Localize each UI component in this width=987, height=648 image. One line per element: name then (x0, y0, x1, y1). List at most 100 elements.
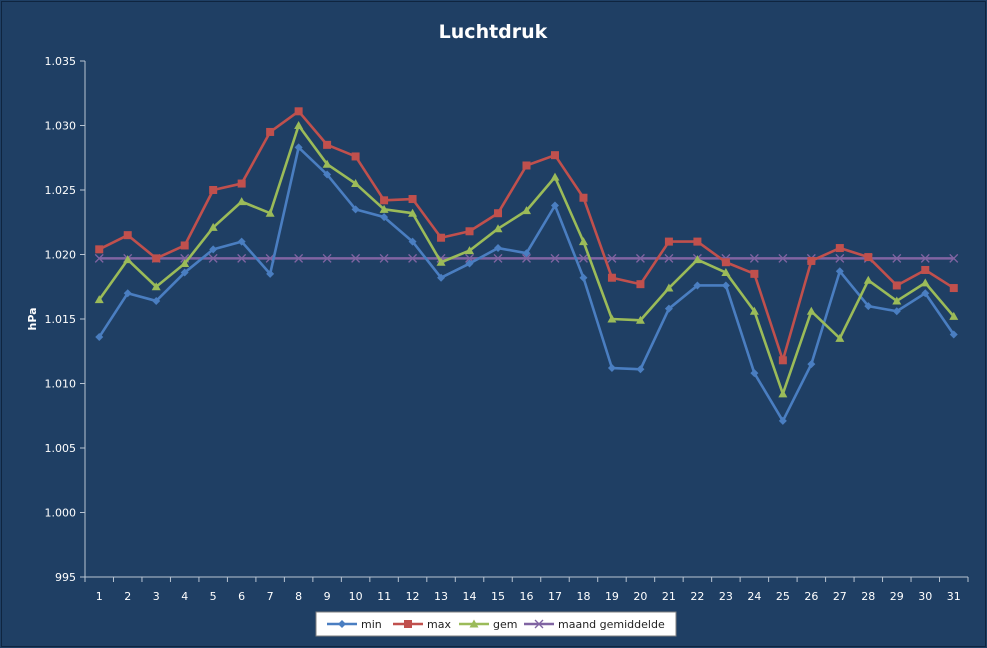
data-point-gem (892, 296, 902, 305)
data-point-gem (94, 295, 104, 304)
data-point-min (636, 365, 645, 374)
x-marker-stroke (749, 253, 759, 263)
data-point-min (750, 369, 759, 378)
data-point-max (465, 227, 474, 236)
data-point-maand-gemiddelde (920, 253, 930, 263)
y-tick-label: 1.035 (45, 55, 77, 68)
y-tick-label: 1.010 (45, 378, 77, 391)
data-point-min (778, 416, 787, 425)
x-marker-stroke (949, 253, 959, 263)
x-marker-stroke (550, 253, 560, 263)
x-tick-label: 5 (210, 590, 217, 603)
x-tick-label: 19 (605, 590, 619, 603)
data-point-maand-gemiddelde (892, 253, 902, 263)
data-point-max (152, 254, 161, 263)
data-point-maand-gemiddelde (237, 253, 247, 263)
data-point-gem (664, 283, 674, 292)
data-point-gem (835, 333, 845, 342)
x-marker-stroke (522, 253, 531, 263)
legend-label-maand-gemiddelde: maand gemiddelde (558, 618, 665, 631)
x-marker-stroke (778, 253, 788, 263)
data-point-gem (721, 268, 731, 277)
data-point-min (921, 289, 930, 298)
data-point-max (180, 241, 189, 250)
x-marker-stroke (94, 253, 104, 263)
data-point-min (522, 249, 531, 258)
x-marker-stroke (493, 253, 503, 263)
data-point-min (664, 304, 673, 313)
data-point-maand-gemiddelde (294, 253, 304, 263)
x-marker-stroke (208, 253, 218, 263)
data-point-max (693, 237, 702, 246)
data-point-max (636, 280, 645, 289)
data-point-min (693, 281, 702, 290)
y-tick-label: 995 (55, 571, 76, 584)
data-point-gem (692, 255, 702, 264)
data-point-gem (237, 197, 247, 206)
legend-label-max: max (427, 618, 451, 631)
series-min (95, 143, 958, 425)
data-point-min (807, 360, 816, 369)
data-point-max (95, 245, 104, 254)
x-tick-label: 18 (576, 590, 590, 603)
x-tick-label: 25 (776, 590, 790, 603)
data-point-min (465, 259, 474, 268)
x-tick-label: 14 (463, 590, 477, 603)
x-tick-label: 13 (434, 590, 448, 603)
data-point-max (807, 256, 816, 265)
data-point-max (123, 231, 132, 240)
x-marker-stroke (635, 253, 645, 263)
data-point-max (949, 284, 958, 293)
x-marker-stroke (294, 253, 304, 263)
y-axis-ticks: 995 1.000 1.005 1.010 1.015 1.020 1.025 1.030 1.… (45, 55, 85, 584)
data-point-max (607, 273, 616, 282)
data-point-min (892, 307, 901, 316)
x-tick-label: 3 (153, 590, 160, 603)
x-tick-label: 1 (96, 590, 103, 603)
data-point-maand-gemiddelde (607, 253, 617, 263)
data-point-gem (294, 121, 304, 129)
data-point-gem (522, 206, 531, 215)
data-point-min (351, 205, 360, 214)
data-point-min (607, 364, 616, 373)
y-tick-label: 1.015 (45, 313, 77, 326)
legend-marker-gem (469, 619, 479, 628)
data-point-min (294, 143, 303, 152)
legend-marker-max (404, 620, 412, 628)
data-point-gem (607, 314, 617, 323)
data-point-gem (578, 237, 588, 246)
x-marker-stroke (892, 253, 902, 263)
x-tick-label: 21 (662, 590, 676, 603)
data-point-max (522, 161, 531, 170)
data-point-max (750, 269, 759, 278)
data-point-max (351, 152, 360, 161)
x-tick-label: 7 (267, 590, 274, 603)
x-marker-stroke (607, 253, 617, 263)
data-point-maand-gemiddelde (208, 253, 218, 263)
x-marker-stroke (534, 619, 544, 629)
x-marker-stroke (180, 253, 190, 263)
data-point-gem (949, 311, 959, 320)
data-point-min (835, 267, 844, 276)
data-point-max (892, 281, 901, 290)
data-point-gem (436, 257, 446, 266)
data-point-max (494, 209, 503, 218)
data-point-max (209, 186, 218, 194)
x-tick-label: 16 (520, 590, 534, 603)
data-point-maand-gemiddelde (749, 253, 759, 263)
data-point-min (209, 245, 218, 254)
y-tick-label: 1.025 (45, 184, 77, 197)
x-axis-ticks: 1 2 3 4 5 6 7 8 9 10 11 12 13 14 15 16 17 18 19 20 21 22 23 24 2… (84, 577, 969, 603)
x-marker-stroke (351, 253, 361, 263)
data-point-min (123, 289, 132, 298)
x-tick-label: 30 (918, 590, 932, 603)
data-point-min (579, 273, 588, 282)
data-point-gem (408, 208, 418, 217)
data-point-min (437, 273, 446, 282)
x-marker-stroke (408, 253, 418, 263)
x-tick-label: 10 (349, 590, 363, 603)
data-point-min (721, 281, 730, 290)
x-tick-label: 24 (747, 590, 761, 603)
x-marker-stroke (322, 253, 332, 263)
